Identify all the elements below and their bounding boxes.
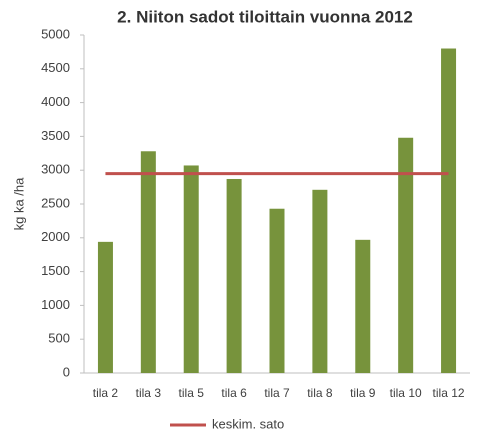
y-tick-label: 1500 — [41, 263, 70, 278]
y-tick-label: 1000 — [41, 297, 70, 312]
y-tick-label: 3500 — [41, 128, 70, 143]
bar — [312, 189, 328, 373]
x-tick-label: tila 2 — [93, 386, 119, 400]
x-tick-label: tila 6 — [221, 386, 247, 400]
y-tick-label: 4500 — [41, 60, 70, 75]
legend-label: keskim. sato — [212, 416, 284, 431]
y-tick-label: 2500 — [41, 195, 70, 210]
bar — [226, 178, 242, 373]
x-tick-label: tila 5 — [179, 386, 205, 400]
bar — [140, 151, 156, 373]
bar — [355, 239, 371, 373]
y-tick-label: 0 — [63, 364, 70, 379]
y-tick-label: 500 — [48, 331, 70, 346]
y-tick-label: 2000 — [41, 229, 70, 244]
y-tick-label: 4000 — [41, 94, 70, 109]
chart-title: 2. Niiton sadot tiloittain vuonna 2012 — [117, 7, 413, 26]
y-tick-label: 3000 — [41, 162, 70, 177]
bar — [398, 137, 414, 373]
bar — [97, 241, 113, 373]
x-tick-label: tila 7 — [264, 386, 290, 400]
x-tick-label: tila 8 — [307, 386, 333, 400]
x-tick-label: tila 9 — [350, 386, 376, 400]
bar — [441, 48, 457, 374]
bar — [269, 208, 285, 373]
bar — [183, 165, 199, 373]
x-tick-label: tila 12 — [433, 386, 465, 400]
y-axis-label: kg ka /ha — [11, 177, 26, 231]
x-tick-label: tila 3 — [136, 386, 162, 400]
y-tick-label: 5000 — [41, 26, 70, 41]
x-tick-label: tila 10 — [390, 386, 422, 400]
